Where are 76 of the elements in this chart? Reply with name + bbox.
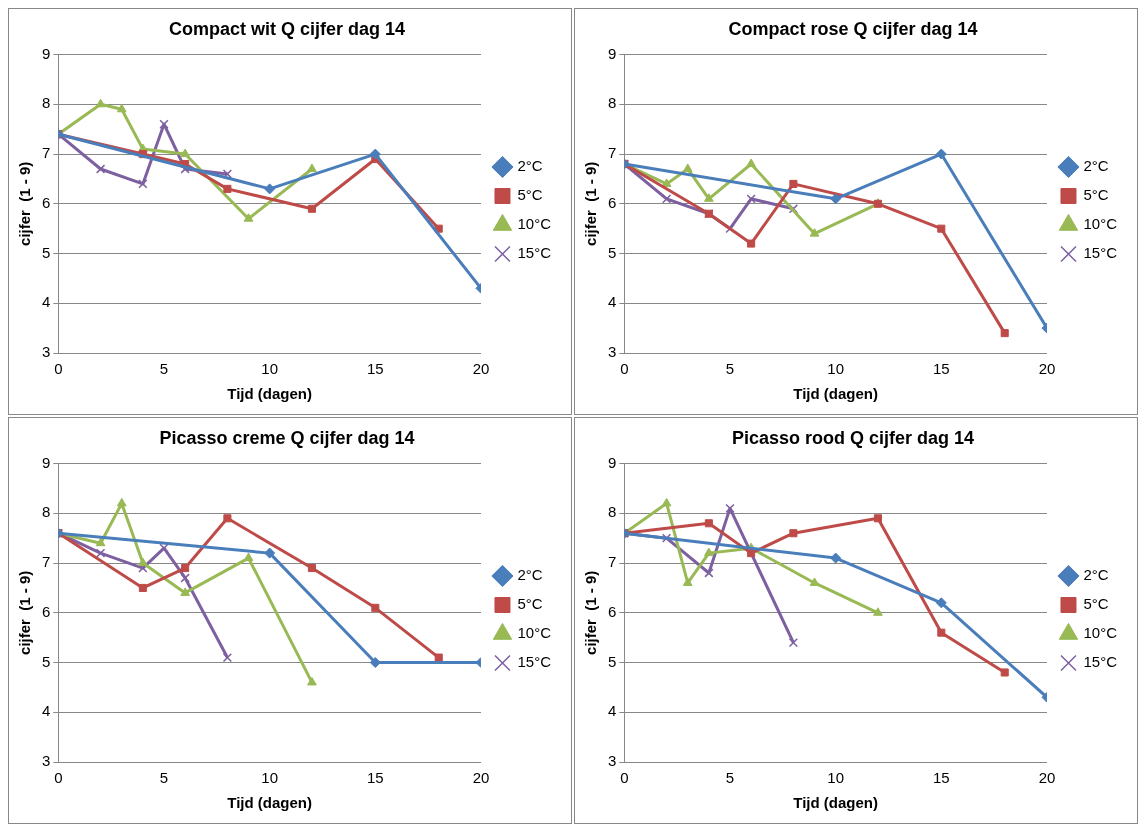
y-tick-label: 7 <box>608 553 617 571</box>
x-tick-label: 0 <box>620 769 629 787</box>
y-tick-label: 3 <box>42 752 51 770</box>
x-tick-label: 0 <box>54 769 63 787</box>
chart-title: Picasso rood Q cijfer dag 14 <box>731 427 975 448</box>
x-tick-label: 5 <box>159 769 169 787</box>
x-axis-title: Tijd (dagen) <box>227 385 313 403</box>
legend-label: 15°C <box>1083 244 1118 262</box>
x-tick-label: 10 <box>827 769 845 787</box>
chart-title: Compact rose Q cijfer dag 14 <box>728 18 978 39</box>
legend-label: 2°C <box>1083 157 1109 175</box>
y-tick-label: 3 <box>608 343 617 361</box>
chart-title: Compact wit Q cijfer dag 14 <box>168 18 406 39</box>
x-tick-label: 10 <box>827 360 845 378</box>
x-tick-label: 10 <box>261 769 279 787</box>
y-tick-label: 8 <box>42 503 51 521</box>
x-tick-label: 15 <box>366 769 384 787</box>
legend-label: 2°C <box>517 157 543 175</box>
y-tick-label: 8 <box>608 503 617 521</box>
legend-label: 10°C <box>517 215 552 233</box>
y-tick-label: 9 <box>608 453 617 471</box>
x-tick-label: 20 <box>472 360 490 378</box>
legend-label: 5°C <box>1083 595 1109 613</box>
y-axis-title: cijfer (1 - 9) <box>16 570 34 655</box>
y-tick-label: 4 <box>42 293 51 311</box>
y-tick-label: 7 <box>608 144 617 162</box>
legend-label: 15°C <box>1083 653 1118 671</box>
legend-label: 10°C <box>1083 215 1118 233</box>
legend-label: 2°C <box>517 566 543 584</box>
y-tick-label: 5 <box>608 652 617 670</box>
y-tick-label: 4 <box>42 702 51 720</box>
y-tick-label: 4 <box>608 293 617 311</box>
y-axis-title: cijfer (1 - 9) <box>582 161 600 246</box>
legend-label: 5°C <box>517 595 543 613</box>
y-tick-label: 5 <box>608 243 617 261</box>
y-tick-label: 9 <box>42 453 51 471</box>
x-tick-label: 0 <box>620 360 629 378</box>
x-tick-label: 5 <box>725 360 735 378</box>
x-tick-label: 10 <box>261 360 279 378</box>
x-tick-label: 15 <box>366 360 384 378</box>
y-tick-label: 5 <box>42 243 51 261</box>
x-tick-label: 0 <box>54 360 63 378</box>
y-tick-label: 8 <box>608 94 617 112</box>
y-tick-label: 4 <box>608 702 617 720</box>
legend-label: 5°C <box>517 186 543 204</box>
y-axis-title: cijfer (1 - 9) <box>16 161 34 246</box>
x-tick-label: 20 <box>472 769 490 787</box>
y-tick-label: 9 <box>608 44 617 62</box>
legend-label: 15°C <box>517 653 552 671</box>
x-axis-title: Tijd (dagen) <box>227 794 313 812</box>
y-tick-label: 8 <box>42 94 51 112</box>
y-tick-label: 7 <box>42 553 51 571</box>
legend-label: 15°C <box>517 244 552 262</box>
y-tick-label: 6 <box>608 193 617 211</box>
x-tick-label: 5 <box>725 769 735 787</box>
y-tick-label: 3 <box>608 752 617 770</box>
x-tick-label: 15 <box>932 360 950 378</box>
y-tick-label: 6 <box>42 193 51 211</box>
x-tick-label: 20 <box>1038 360 1056 378</box>
chart-title: Picasso creme Q cijfer dag 14 <box>159 427 415 448</box>
y-tick-label: 6 <box>42 602 51 620</box>
y-tick-label: 5 <box>42 652 51 670</box>
y-tick-label: 3 <box>42 343 51 361</box>
x-tick-label: 5 <box>159 360 169 378</box>
legend-label: 10°C <box>517 624 552 642</box>
y-tick-label: 9 <box>42 44 51 62</box>
x-tick-label: 15 <box>932 769 950 787</box>
y-tick-label: 6 <box>608 602 617 620</box>
x-tick-label: 20 <box>1038 769 1056 787</box>
legend-label: 10°C <box>1083 624 1118 642</box>
x-axis-title: Tijd (dagen) <box>793 794 879 812</box>
x-axis-title: Tijd (dagen) <box>793 385 879 403</box>
y-axis-title: cijfer (1 - 9) <box>582 570 600 655</box>
legend-label: 5°C <box>1083 186 1109 204</box>
y-tick-label: 7 <box>42 144 51 162</box>
legend-label: 2°C <box>1083 566 1109 584</box>
